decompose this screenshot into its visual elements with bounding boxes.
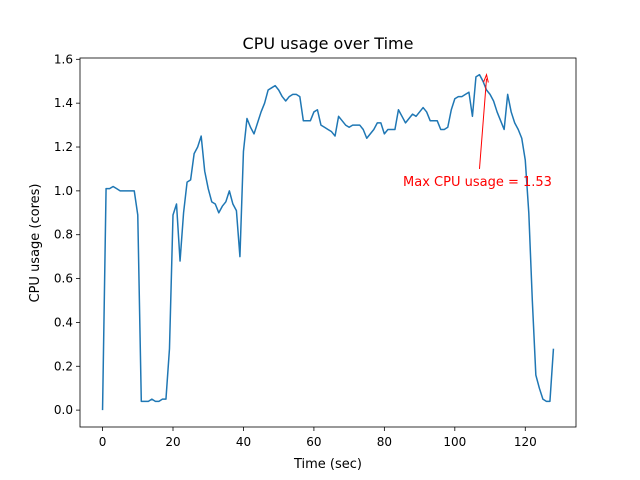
y-axis-label: CPU usage (cores) [28, 184, 43, 303]
x-axis-label: Time (sec) [293, 457, 362, 472]
y-tick-label-0: 0.0 [54, 403, 73, 417]
x-tick-label-0: 0 [99, 435, 107, 449]
axes-frame [79, 57, 577, 428]
annotation-label-0: Max CPU usage = 1.53 [403, 175, 552, 190]
x-tick-label-5: 100 [443, 435, 466, 449]
y-tick-label-5: 1.0 [54, 184, 73, 198]
annotation-arrowhead-0 [483, 72, 489, 83]
annotation-arrow-0 [478, 78, 488, 169]
y-tick-label-3: 0.6 [54, 272, 73, 286]
y-tick-label-7: 1.4 [54, 96, 73, 110]
x-tick-label-1: 20 [165, 435, 180, 449]
chart-title: CPU usage over Time [243, 34, 414, 53]
x-tick-label-2: 40 [236, 435, 251, 449]
y-tick-label-2: 0.4 [54, 315, 73, 329]
series-line-0 [101, 73, 555, 411]
y-tick-label-6: 1.2 [54, 140, 73, 154]
x-tick-label-3: 60 [306, 435, 321, 449]
plot-area: 0 20 40 60 80 100 120 0.0 0.2 0.4 0.6 0.8 1.0 1.2 1.4 1… [54, 52, 577, 449]
y-tick-label-1: 0.2 [54, 359, 73, 373]
y-tick-label-8: 1.6 [54, 52, 73, 66]
x-tick-label-6: 120 [514, 435, 537, 449]
y-tick-label-4: 0.8 [54, 228, 73, 242]
x-tick-label-4: 80 [377, 435, 392, 449]
